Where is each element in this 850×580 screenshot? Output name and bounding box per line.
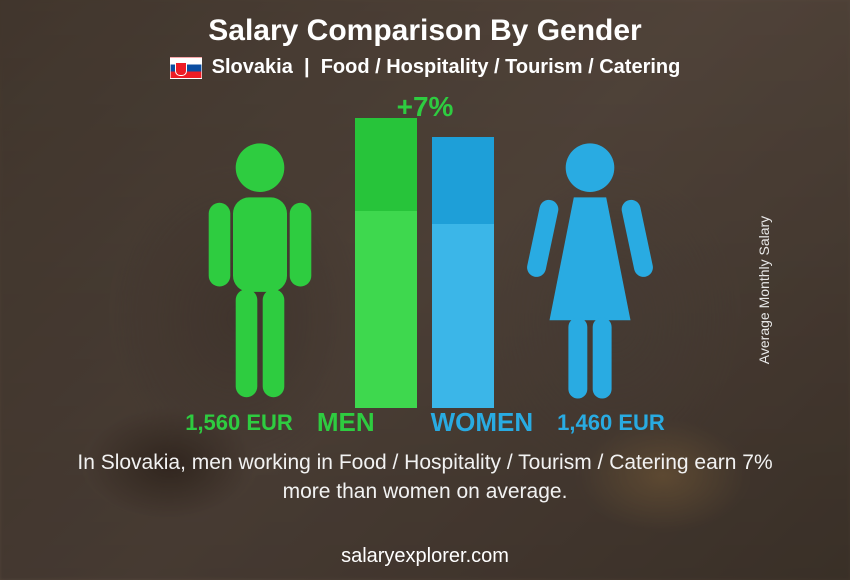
male-label: MEN <box>317 407 375 438</box>
male-bar-main <box>355 211 417 408</box>
female-label: WOMEN <box>431 407 534 438</box>
caption-text: In Slovakia, men working in Food / Hospi… <box>0 448 850 507</box>
male-bar-top <box>355 118 417 211</box>
female-bar <box>432 137 494 408</box>
slovakia-flag-icon <box>170 57 202 79</box>
chart-area: +7% <box>0 89 850 444</box>
male-bar <box>355 118 417 408</box>
female-bar-top <box>432 137 494 224</box>
country-label: Slovakia <box>212 56 293 78</box>
female-salary: 1,460 EUR <box>557 410 665 436</box>
subtitle-text: Slovakia | Food / Hospitality / Tourism … <box>212 56 681 79</box>
female-bar-main <box>432 224 494 408</box>
footer-source: salaryexplorer.com <box>0 545 850 568</box>
female-figure-icon <box>520 138 660 408</box>
separator: | <box>304 56 310 78</box>
sector-label: Food / Hospitality / Tourism / Catering <box>321 56 681 78</box>
subtitle-row: Slovakia | Food / Hospitality / Tourism … <box>0 56 850 79</box>
content-wrapper: Salary Comparison By Gender Slovakia | F… <box>0 0 850 580</box>
page-title: Salary Comparison By Gender <box>0 0 850 48</box>
y-axis-label: Average Monthly Salary <box>756 216 772 364</box>
male-salary: 1,560 EUR <box>185 410 293 436</box>
label-row: 1,560 EUR MEN WOMEN 1,460 EUR <box>0 407 850 438</box>
male-figure-icon <box>190 138 330 408</box>
